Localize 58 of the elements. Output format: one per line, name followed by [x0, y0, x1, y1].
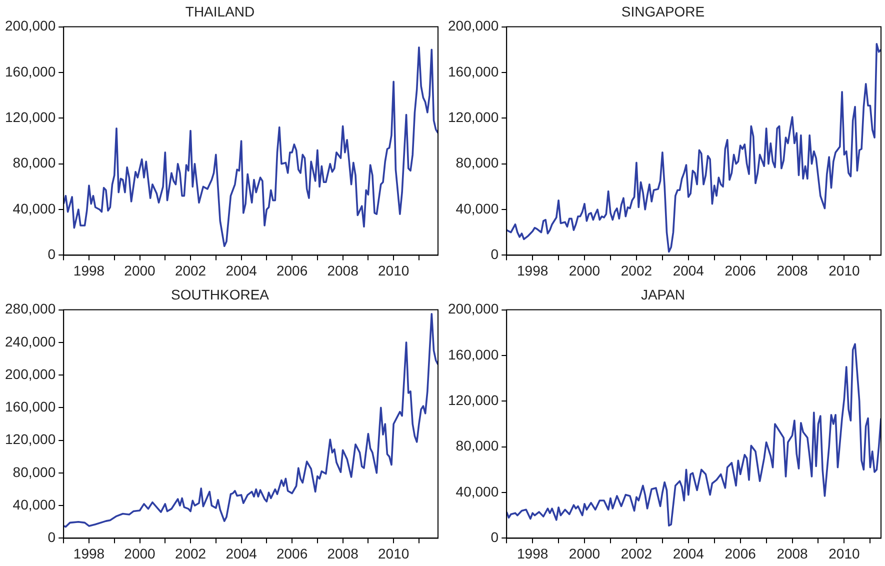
x-tick-label: 2006: [724, 545, 756, 562]
x-tick-label: 2010: [378, 262, 410, 278]
x-tick-label: 2000: [568, 262, 600, 278]
y-tick-label: 0: [490, 246, 499, 262]
y-tick-label: 40,000: [456, 200, 499, 216]
x-tick-label: 2004: [226, 545, 258, 562]
x-tick-label: 2010: [828, 262, 860, 278]
x-tick-label: 2006: [724, 262, 756, 278]
y-tick-label: 0: [48, 529, 56, 546]
x-tick-label: 2000: [124, 545, 156, 562]
y-tick-label: 80,000: [456, 154, 499, 171]
y-tick-label: 120,000: [448, 109, 499, 126]
x-tick-label: 2006: [276, 545, 308, 562]
x-tick-label: 2002: [620, 262, 652, 278]
y-tick-label: 120,000: [448, 392, 499, 408]
x-tick-label: 1998: [73, 545, 105, 562]
y-tick-label: 80,000: [456, 438, 499, 454]
y-tick-label: 120,000: [4, 109, 56, 126]
x-tick-label: 2008: [327, 545, 359, 562]
y-tick-label: 0: [490, 529, 499, 546]
x-tick-label: 2004: [226, 262, 258, 278]
x-tick-label: 2002: [620, 545, 652, 562]
y-tick-label: 80,000: [12, 464, 56, 480]
y-tick-label: 280,000: [4, 300, 56, 317]
x-tick-label: 2002: [174, 545, 206, 562]
y-tick-label: 120,000: [4, 431, 56, 448]
y-tick-label: 160,000: [4, 398, 56, 415]
x-tick-label: 1998: [517, 545, 548, 562]
y-tick-label: 0: [48, 246, 56, 262]
x-tick-label: 2008: [327, 262, 359, 278]
y-tick-label: 40,000: [12, 200, 56, 216]
y-tick-label: 200,000: [448, 300, 499, 317]
y-tick-label: 80,000: [12, 154, 56, 171]
x-tick-label: 2010: [378, 545, 410, 562]
x-tick-label: 2008: [776, 262, 808, 278]
x-tick-label: 2000: [124, 262, 156, 278]
chart-title: THAILAND: [185, 3, 255, 20]
y-tick-label: 40,000: [456, 483, 499, 500]
x-tick-label: 2004: [672, 545, 704, 562]
chart-title: SINGAPORE: [621, 3, 705, 20]
x-tick-label: 2008: [776, 545, 808, 562]
y-tick-label: 240,000: [4, 333, 56, 350]
x-tick-label: 2002: [174, 262, 206, 278]
x-tick-label: 2000: [568, 545, 600, 562]
x-tick-label: 2010: [828, 545, 860, 562]
y-tick-label: 160,000: [448, 63, 499, 80]
x-tick-label: 1998: [517, 262, 548, 278]
chart-title: JAPAN: [640, 286, 686, 302]
y-tick-label: 40,000: [12, 496, 56, 512]
chart-title: SOUTHKOREA: [170, 286, 270, 302]
y-tick-label: 200,000: [4, 18, 56, 34]
y-tick-label: 160,000: [448, 346, 499, 362]
x-tick-label: 2004: [672, 262, 704, 278]
x-tick-label: 2006: [276, 262, 308, 278]
y-tick-label: 200,000: [4, 366, 56, 382]
y-tick-label: 160,000: [4, 63, 56, 80]
y-tick-label: 200,000: [448, 18, 499, 34]
x-tick-label: 1998: [73, 262, 105, 278]
